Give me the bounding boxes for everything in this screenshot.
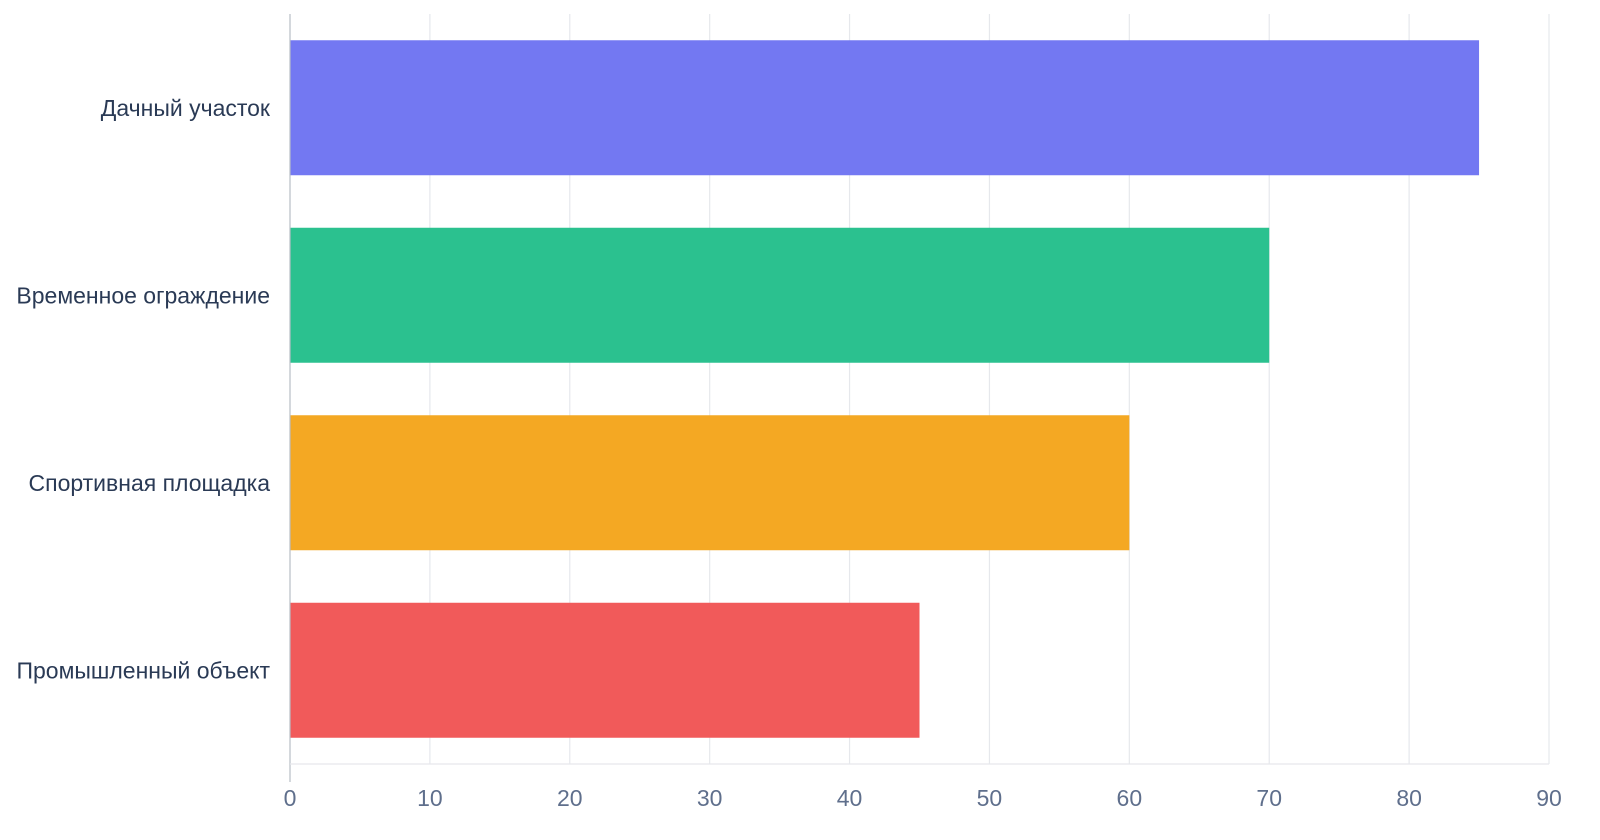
bar-3[interactable] <box>290 415 1130 551</box>
bar-1[interactable] <box>290 40 1480 176</box>
x-tick-labels: 0 10 20 30 40 50 60 70 80 90 <box>284 785 1562 811</box>
category-label: Временное ограждение <box>16 282 270 308</box>
bar-2[interactable] <box>290 227 1270 363</box>
x-tick-label: 40 <box>837 785 863 811</box>
bar-4[interactable] <box>290 602 920 738</box>
x-tick-label: 30 <box>697 785 723 811</box>
x-tick-label: 70 <box>1256 785 1282 811</box>
category-labels: Дачный участок Временное ограждение Спорти… <box>16 95 271 684</box>
axes <box>289 14 1549 782</box>
x-tick-label: 90 <box>1536 785 1562 811</box>
category-label: Промышленный объект <box>16 657 270 683</box>
x-tick-label: 50 <box>977 785 1003 811</box>
x-tick-label: 80 <box>1396 785 1422 811</box>
x-tick-label: 0 <box>284 785 297 811</box>
x-tick-label: 10 <box>417 785 443 811</box>
x-tick-label: 20 <box>557 785 583 811</box>
x-tick-label: 60 <box>1117 785 1143 811</box>
bars <box>290 40 1480 738</box>
category-label: Спортивная площадка <box>29 470 271 496</box>
category-label: Дачный участок <box>101 95 271 121</box>
